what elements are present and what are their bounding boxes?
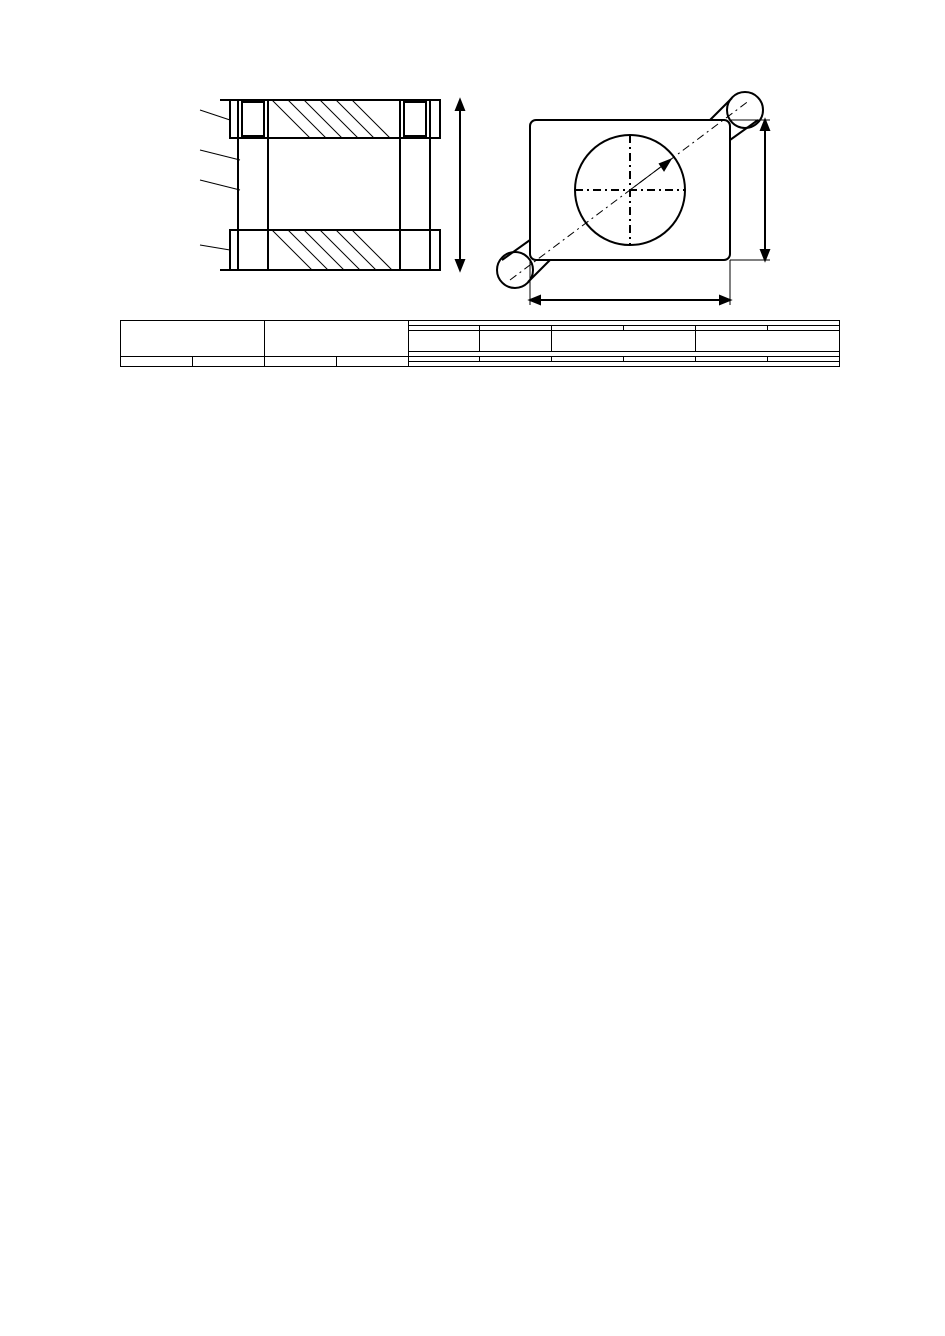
hdr-die-boundary (121, 321, 265, 357)
hdr-L (121, 356, 193, 366)
table-header (121, 321, 840, 367)
hdr-upper (408, 331, 480, 352)
diagram-svg (160, 80, 800, 310)
hdr-close-height (264, 321, 408, 357)
hdr-lower (480, 331, 552, 352)
hdr-B (192, 356, 264, 366)
hdr-pillar (552, 331, 696, 352)
technical-drawing (160, 80, 885, 310)
hdr-bush (696, 331, 840, 352)
hdr-max (336, 356, 408, 366)
hdr-min (264, 356, 336, 366)
spec-table (120, 320, 840, 367)
hdr-spec-label (408, 361, 839, 366)
